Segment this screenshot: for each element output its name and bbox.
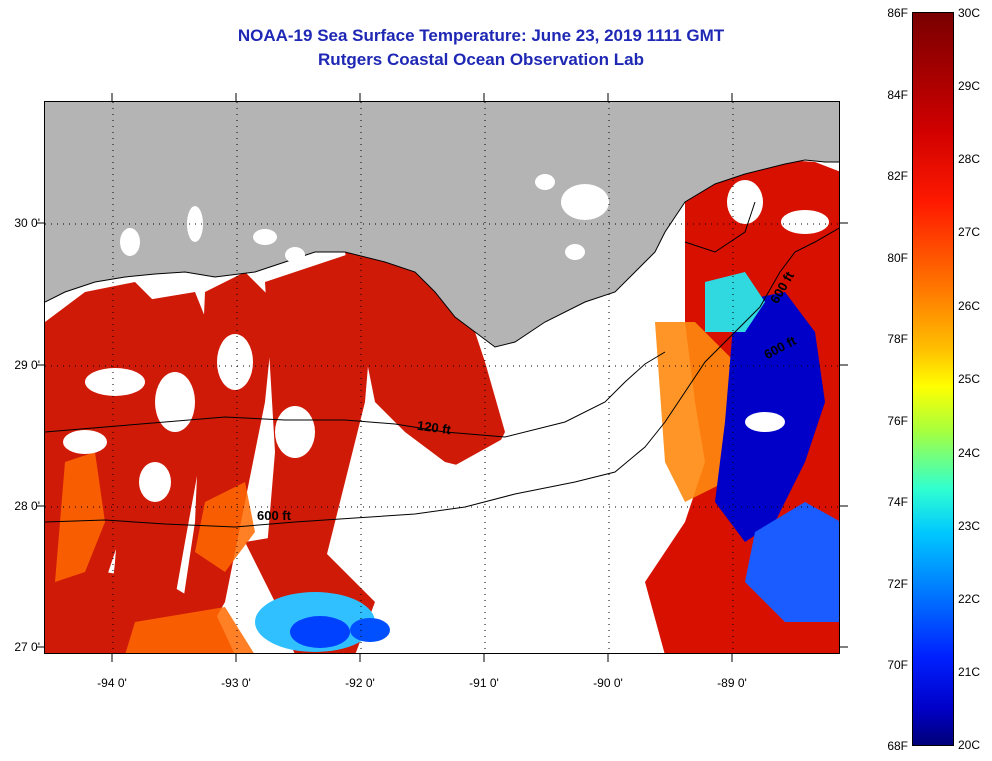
cb-label-22c: 22C — [958, 592, 981, 606]
cb-label-24c: 24C — [958, 446, 981, 460]
temperature-colorbar — [912, 12, 954, 746]
cb-label-25c: 25C — [958, 372, 981, 386]
lon-label-93: -93 0' — [221, 676, 251, 690]
map-subtitle: Rutgers Coastal Ocean Observation Lab — [318, 50, 644, 69]
cb-label-78f: 78F — [887, 332, 908, 346]
cb-label-21c: 21C — [958, 665, 981, 679]
cb-label-30c: 30C — [958, 6, 981, 20]
lon-label-89: -89 0' — [717, 676, 747, 690]
cb-label-72f: 72F — [887, 577, 908, 591]
lon-label-91: -91 0' — [469, 676, 499, 690]
contour-120ft — [45, 351, 666, 438]
cold-sst-patch — [255, 592, 390, 652]
contour-east — [684, 201, 756, 253]
sst-map: 120 ft 600 ft 600 ft 600 ft — [44, 101, 840, 654]
map-title: NOAA-19 Sea Surface Temperature: June 23… — [237, 26, 725, 45]
cb-label-27c: 27C — [958, 225, 981, 239]
cb-label-68f: 68F — [887, 739, 908, 753]
coastline — [45, 159, 839, 348]
cb-label-23c: 23C — [958, 519, 981, 533]
lon-label-94: -94 0' — [97, 676, 127, 690]
contour-600ft — [45, 227, 839, 528]
cb-label-28c: 28C — [958, 152, 981, 166]
cb-label-76f: 76F — [887, 414, 908, 428]
no-data-gaps — [63, 334, 645, 653]
lat-lon-grid — [45, 102, 839, 653]
lat-label-30: 30 0' — [14, 216, 40, 230]
cb-label-29c: 29C — [958, 79, 981, 93]
inland-gaps — [120, 174, 609, 263]
cb-label-82f: 82F — [887, 169, 908, 183]
contour-label-600ft-west: 600 ft — [257, 508, 291, 523]
lat-label-29: 29 0' — [14, 358, 40, 372]
cb-label-80f: 80F — [887, 251, 908, 265]
cb-label-70f: 70F — [887, 658, 908, 672]
eastern-sst — [645, 157, 839, 653]
cb-label-86f: 86F — [887, 6, 908, 20]
lat-label-27: 27 0' — [14, 640, 40, 654]
lon-label-90: -90 0' — [593, 676, 623, 690]
cb-label-84f: 84F — [887, 88, 908, 102]
cb-label-26c: 26C — [958, 299, 981, 313]
cb-label-20c: 20C — [958, 738, 981, 752]
cb-label-74f: 74F — [887, 495, 908, 509]
lat-label-28: 28 0' — [14, 499, 40, 513]
lon-label-92: -92 0' — [345, 676, 375, 690]
